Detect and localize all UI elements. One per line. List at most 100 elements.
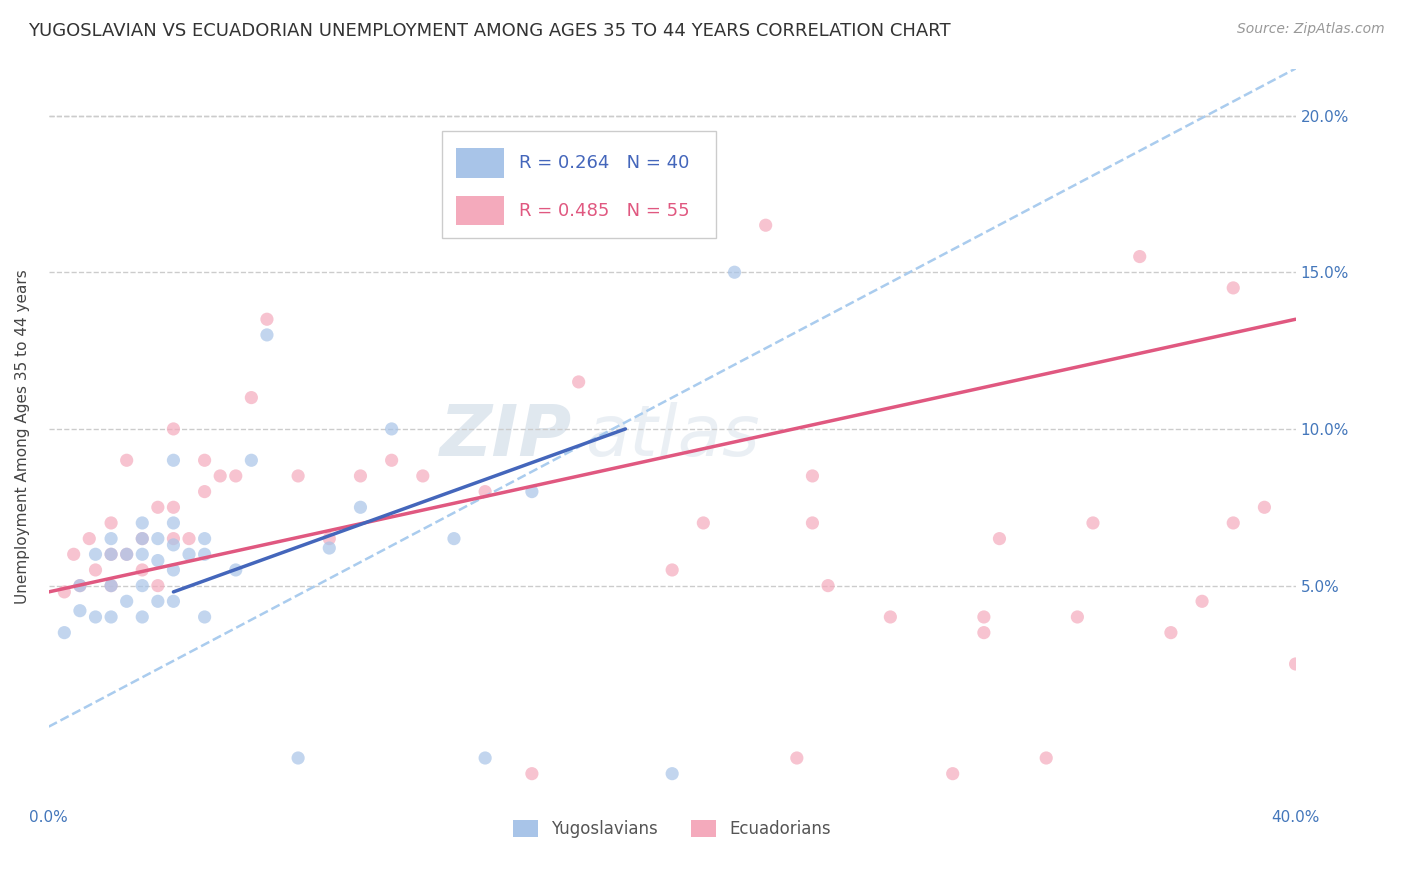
Point: [817, 579, 839, 593]
Point: [661, 563, 683, 577]
Point: [568, 375, 591, 389]
Point: [115, 453, 138, 467]
Point: [474, 484, 496, 499]
Point: [115, 547, 138, 561]
Point: [287, 469, 309, 483]
Point: [225, 469, 247, 483]
Text: Source: ZipAtlas.com: Source: ZipAtlas.com: [1237, 22, 1385, 37]
Point: [287, 751, 309, 765]
Point: [53, 585, 76, 599]
Point: [942, 766, 965, 780]
Point: [801, 469, 824, 483]
Point: [256, 327, 278, 342]
Point: [162, 532, 184, 546]
Point: [988, 532, 1011, 546]
Point: [84, 610, 107, 624]
Text: R = 0.264   N = 40: R = 0.264 N = 40: [519, 153, 689, 172]
Point: [131, 579, 153, 593]
Point: [162, 500, 184, 515]
Point: [84, 547, 107, 561]
Point: [1222, 516, 1244, 530]
Point: [381, 422, 404, 436]
Point: [131, 563, 153, 577]
Point: [209, 469, 232, 483]
Point: [194, 532, 217, 546]
Point: [131, 547, 153, 561]
Point: [69, 579, 91, 593]
Point: [973, 625, 995, 640]
Point: [146, 553, 169, 567]
Point: [100, 516, 122, 530]
Point: [661, 766, 683, 780]
Point: [194, 610, 217, 624]
Point: [100, 610, 122, 624]
Point: [973, 610, 995, 624]
Point: [146, 594, 169, 608]
Point: [115, 594, 138, 608]
Point: [520, 484, 543, 499]
Point: [755, 218, 778, 232]
Bar: [441, 131, 716, 238]
Point: [100, 579, 122, 593]
Point: [349, 469, 371, 483]
Point: [177, 532, 200, 546]
Point: [801, 516, 824, 530]
Point: [318, 541, 340, 555]
Text: YUGOSLAVIAN VS ECUADORIAN UNEMPLOYMENT AMONG AGES 35 TO 44 YEARS CORRELATION CHA: YUGOSLAVIAN VS ECUADORIAN UNEMPLOYMENT A…: [28, 22, 950, 40]
Point: [723, 265, 745, 279]
Point: [1222, 281, 1244, 295]
Point: [115, 547, 138, 561]
Point: [162, 538, 184, 552]
Point: [84, 563, 107, 577]
Point: [1129, 250, 1152, 264]
Point: [879, 610, 901, 624]
Point: [194, 453, 217, 467]
Point: [318, 532, 340, 546]
Text: atlas: atlas: [585, 402, 759, 471]
Point: [256, 312, 278, 326]
Point: [1253, 500, 1275, 515]
Point: [162, 594, 184, 608]
Point: [177, 547, 200, 561]
Legend: Yugoslavians, Ecuadorians: Yugoslavians, Ecuadorians: [506, 813, 838, 845]
Point: [225, 563, 247, 577]
Point: [349, 500, 371, 515]
Point: [69, 604, 91, 618]
Point: [1081, 516, 1104, 530]
Point: [474, 751, 496, 765]
Point: [162, 563, 184, 577]
Point: [240, 391, 263, 405]
Point: [240, 453, 263, 467]
Point: [162, 422, 184, 436]
Point: [1066, 610, 1088, 624]
Point: [412, 469, 434, 483]
Point: [520, 766, 543, 780]
Point: [162, 516, 184, 530]
Point: [1160, 625, 1182, 640]
Point: [69, 579, 91, 593]
Point: [131, 532, 153, 546]
Point: [131, 532, 153, 546]
Bar: [457, 148, 503, 178]
Y-axis label: Unemployment Among Ages 35 to 44 years: Unemployment Among Ages 35 to 44 years: [15, 269, 30, 604]
Point: [77, 532, 100, 546]
Point: [62, 547, 84, 561]
Point: [630, 155, 652, 169]
Point: [162, 453, 184, 467]
Point: [146, 579, 169, 593]
Point: [131, 516, 153, 530]
Text: ZIP: ZIP: [440, 402, 572, 471]
Point: [194, 484, 217, 499]
Point: [100, 547, 122, 561]
Point: [1035, 751, 1057, 765]
Point: [146, 500, 169, 515]
Point: [131, 610, 153, 624]
Point: [146, 532, 169, 546]
Point: [1191, 594, 1213, 608]
Point: [100, 579, 122, 593]
Point: [100, 547, 122, 561]
Point: [194, 547, 217, 561]
Point: [381, 453, 404, 467]
Point: [100, 532, 122, 546]
Point: [443, 532, 465, 546]
